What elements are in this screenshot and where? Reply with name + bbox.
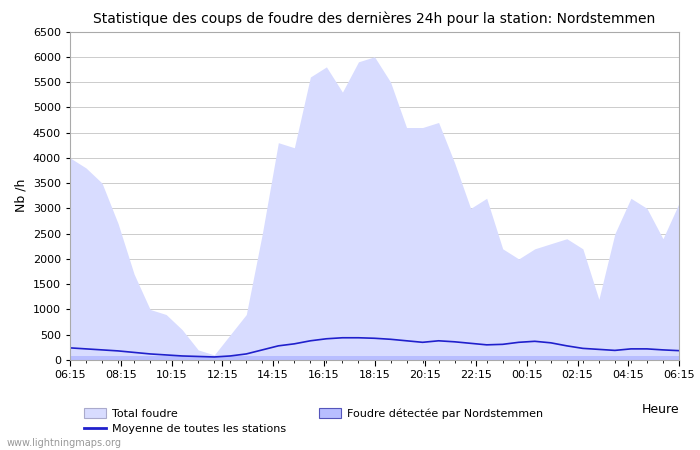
Title: Statistique des coups de foudre des dernières 24h pour la station: Nordstemmen: Statistique des coups de foudre des dern… [93,12,656,26]
Y-axis label: Nb /h: Nb /h [14,179,27,212]
Text: Heure: Heure [641,403,679,416]
Text: www.lightningmaps.org: www.lightningmaps.org [7,438,122,448]
Legend: Total foudre, Moyenne de toutes les stations, Foudre détectée par Nordstemmen: Total foudre, Moyenne de toutes les stat… [84,408,543,434]
